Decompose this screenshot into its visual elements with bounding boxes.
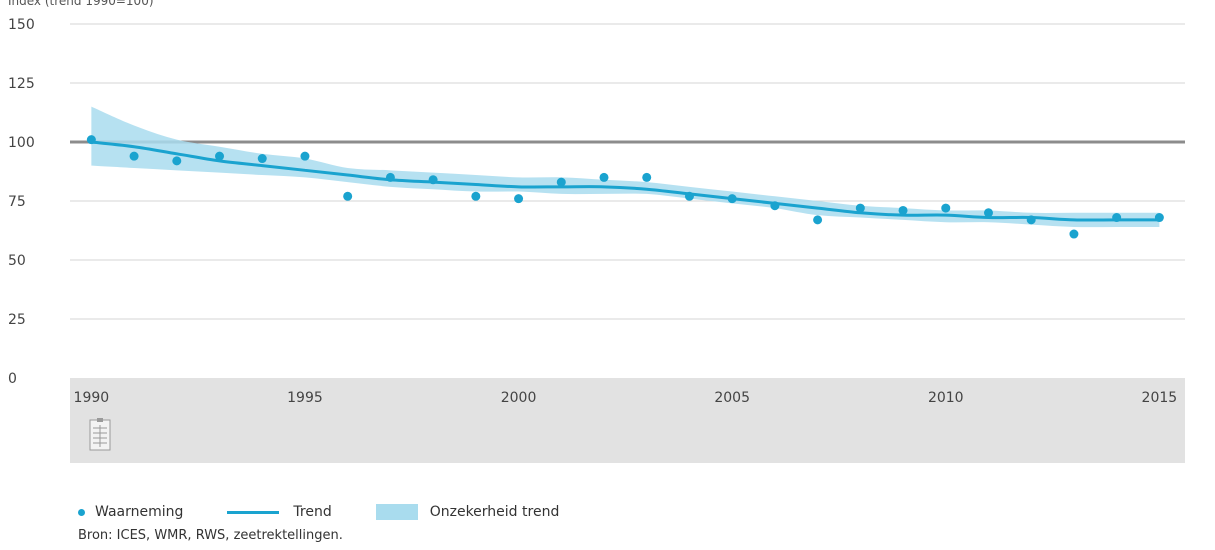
grid-lines <box>70 23 1185 320</box>
x-tick-label: 1995 <box>287 390 323 406</box>
observation-point <box>1154 213 1164 223</box>
observation-marker-icon <box>78 508 85 516</box>
table-icon[interactable] <box>89 418 111 451</box>
observation-point <box>86 135 96 145</box>
y-tick-label: 50 <box>8 253 26 269</box>
observation-point <box>172 156 182 166</box>
x-tick-label: 2000 <box>501 390 537 406</box>
observation-point <box>471 191 481 201</box>
y-tick-label: 25 <box>8 312 26 328</box>
observation-point <box>855 203 865 213</box>
legend-label-observation: Waarneming <box>95 504 184 520</box>
y-tick-label: 75 <box>8 194 26 210</box>
trend-line-icon <box>227 510 280 514</box>
x-tick-label: 1990 <box>74 390 110 406</box>
uncertainty-band <box>91 106 1160 228</box>
observation-points-layer <box>86 135 1164 239</box>
observation-point <box>727 194 737 204</box>
trend-line-layer <box>91 140 1160 222</box>
chart-area: 0 25 50 75 100 125 150 1990 1995 2000 2005 2010 201… <box>8 17 1185 463</box>
legend-item-observation[interactable]: Waarneming <box>78 504 183 520</box>
uncertainty-band-layer <box>91 106 1160 228</box>
observation-point <box>813 215 823 225</box>
trend-line <box>91 140 1160 222</box>
legend: Waarneming Trend Onzekerheid trend <box>78 502 603 522</box>
observation-point <box>257 154 267 164</box>
legend-item-trend[interactable]: Trend <box>227 504 332 520</box>
x-tick-labels: 1990 1995 2000 2005 2010 2015 <box>74 390 1178 406</box>
y-tick-label: 100 <box>8 135 35 151</box>
observation-point <box>1112 213 1122 223</box>
observation-point <box>556 177 566 187</box>
observation-point <box>642 172 652 182</box>
observation-point <box>599 172 609 182</box>
observation-point <box>215 151 225 161</box>
x-tick-label: 2005 <box>714 390 750 406</box>
legend-label-trend: Trend <box>293 504 332 520</box>
y-tick-label: 150 <box>8 17 35 33</box>
observation-point <box>385 172 395 182</box>
observation-point <box>684 191 694 201</box>
observation-point <box>941 203 951 213</box>
x-tick-label: 2015 <box>1142 390 1178 406</box>
x-axis-strip <box>70 378 1185 463</box>
observation-point <box>300 151 310 161</box>
observation-point <box>514 194 524 204</box>
observation-point <box>898 205 908 215</box>
y-axis-title: Index (trend 1990=100) <box>8 0 154 8</box>
legend-item-band[interactable]: Onzekerheid trend <box>375 504 560 520</box>
observation-point <box>1069 229 1079 239</box>
uncertainty-band-icon <box>375 504 418 520</box>
legend-label-band: Onzekerheid trend <box>429 504 560 520</box>
observation-point <box>983 208 993 218</box>
x-tick-label: 2010 <box>928 390 964 406</box>
observation-point <box>428 175 438 185</box>
observation-point <box>343 191 353 201</box>
observation-point <box>129 151 139 161</box>
observation-point <box>1026 215 1036 225</box>
y-tick-label: 0 <box>8 371 17 387</box>
y-tick-label: 125 <box>8 76 35 92</box>
observation-point <box>770 201 780 211</box>
y-tick-labels: 0 25 50 75 100 125 150 <box>8 17 35 387</box>
source-note: Bron: ICES, WMR, RWS, zeetrektellingen. <box>78 528 343 543</box>
